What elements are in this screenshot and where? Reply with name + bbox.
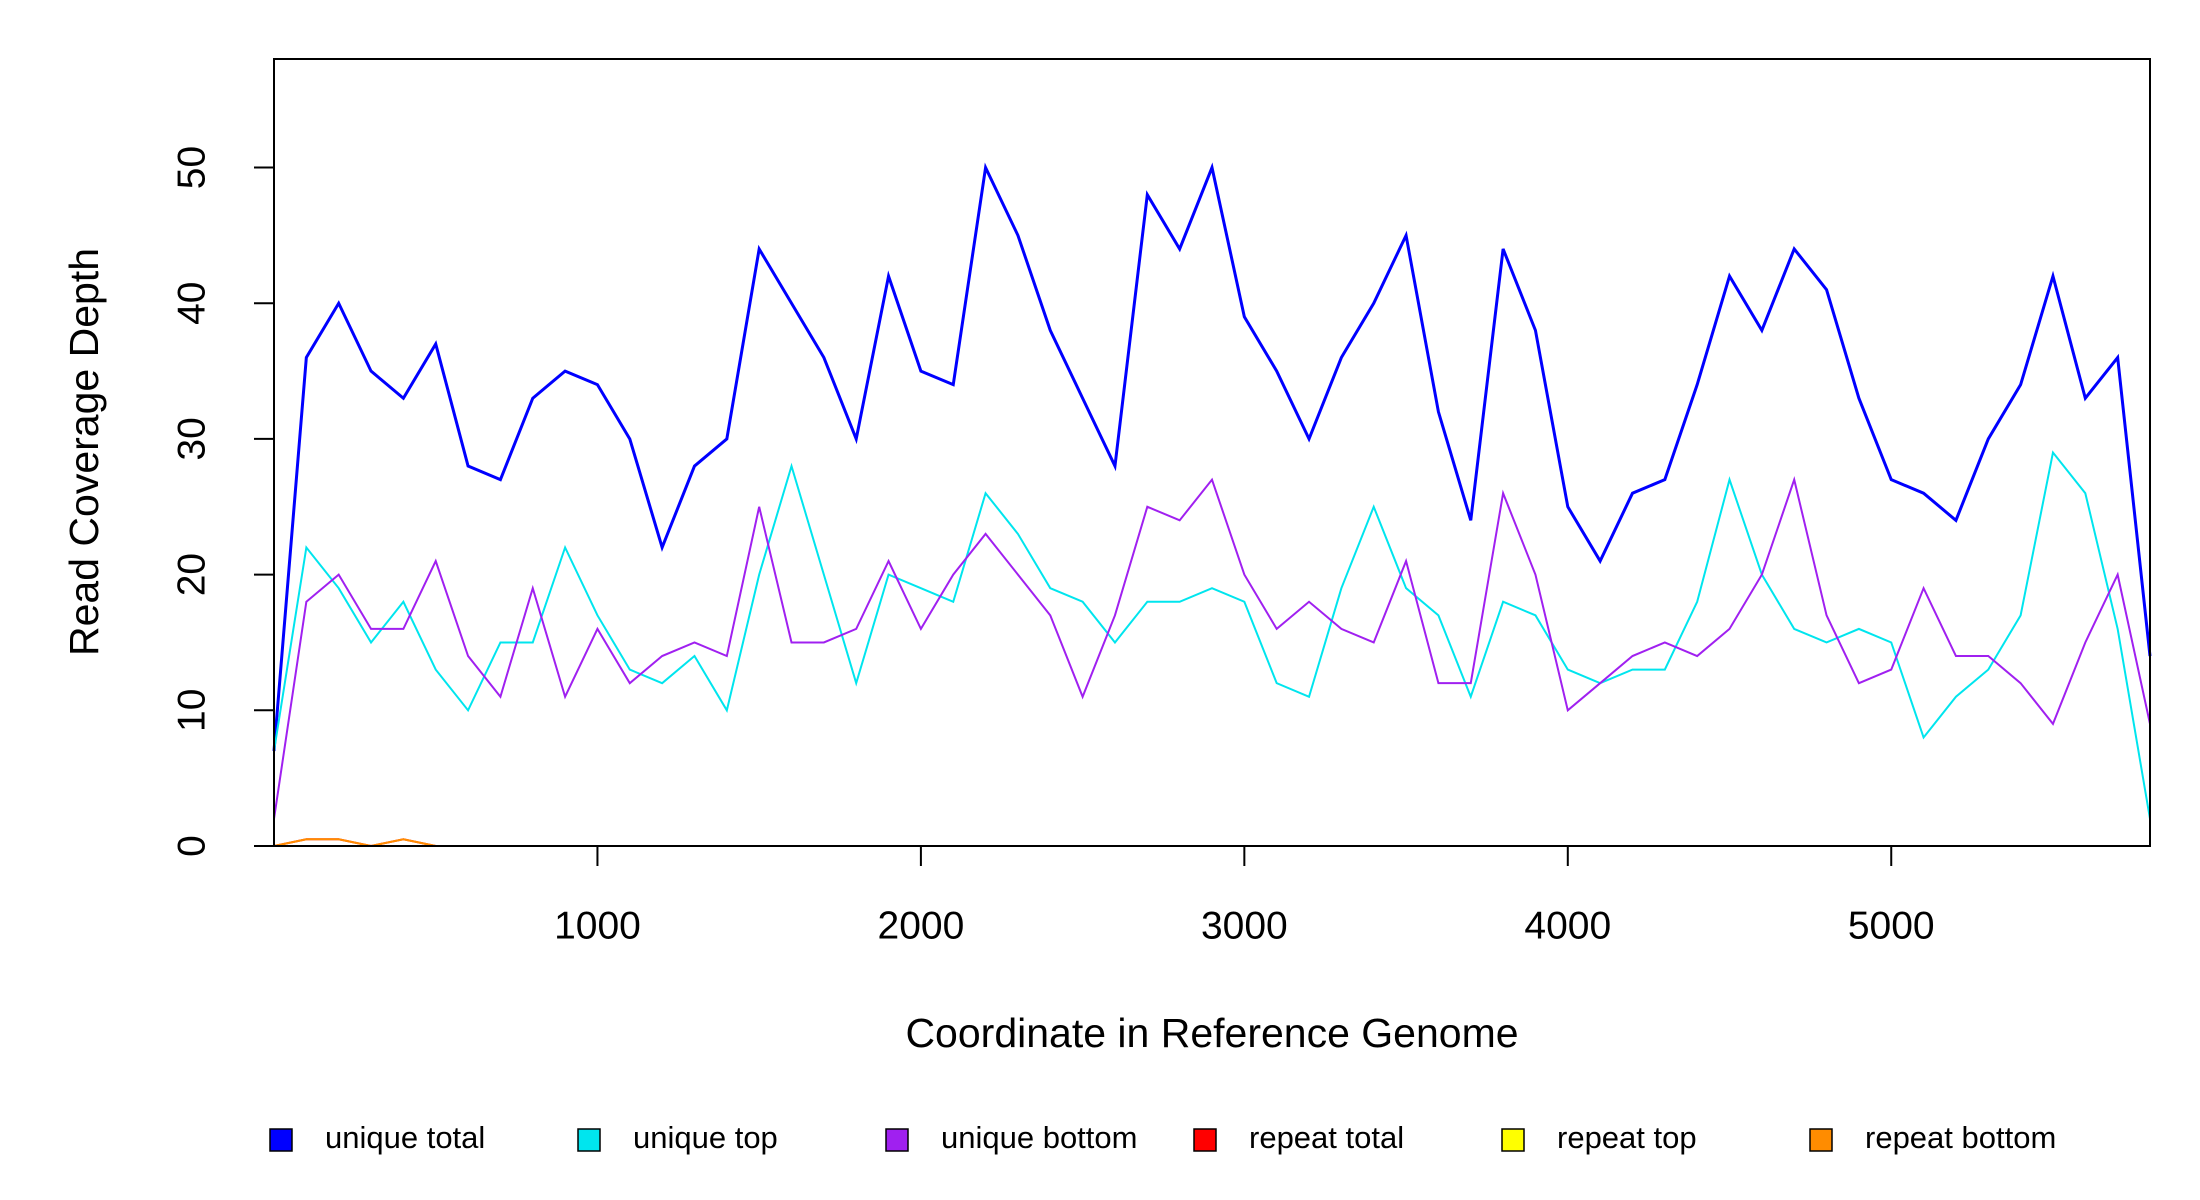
series-line xyxy=(272,162,2152,752)
legend-label: repeat top xyxy=(1557,1120,1697,1155)
legend-swatch xyxy=(1193,1128,1217,1152)
x-tick-label: 5000 xyxy=(1848,904,1935,947)
legend-label: unique total xyxy=(325,1120,485,1155)
legend-label: repeat bottom xyxy=(1865,1120,2056,1155)
y-tick-label: 10 xyxy=(170,689,213,732)
series-line xyxy=(273,476,2151,820)
y-tick-label: 50 xyxy=(170,146,213,189)
x-tick-label: 2000 xyxy=(878,904,965,947)
legend-label: repeat total xyxy=(1249,1120,1404,1155)
y-tick-label: 30 xyxy=(170,417,213,460)
y-axis-title: Read Coverage Depth xyxy=(61,248,107,656)
x-tick-label: 1000 xyxy=(554,904,641,947)
legend-swatch xyxy=(577,1128,601,1152)
y-tick-label: 0 xyxy=(170,835,213,857)
legend-label: unique bottom xyxy=(941,1120,1137,1155)
y-tick-label: 20 xyxy=(170,553,213,596)
x-axis-title: Coordinate in Reference Genome xyxy=(905,1010,1518,1056)
y-tick-label: 40 xyxy=(170,282,213,325)
legend-swatch xyxy=(269,1128,293,1152)
legend-swatch xyxy=(885,1128,909,1152)
x-tick-label: 4000 xyxy=(1524,904,1611,947)
x-tick-label: 3000 xyxy=(1201,904,1288,947)
legend-label: unique top xyxy=(633,1120,778,1155)
legend-swatch xyxy=(1809,1128,1833,1152)
legend-swatch xyxy=(1501,1128,1525,1152)
plot-frame xyxy=(273,58,2151,847)
